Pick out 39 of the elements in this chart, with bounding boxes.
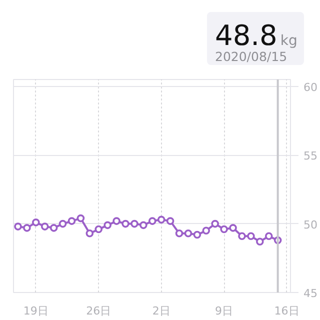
point	[202, 226, 210, 235]
point	[247, 232, 255, 240]
y-tick-label: 45	[304, 287, 318, 300]
point	[58, 220, 67, 228]
point	[76, 214, 85, 222]
point	[104, 221, 112, 230]
point	[256, 238, 264, 246]
point	[112, 217, 120, 225]
point	[14, 222, 22, 230]
y-tick-label: 50	[304, 218, 318, 232]
point	[264, 232, 273, 240]
point	[229, 224, 237, 232]
point	[211, 220, 219, 228]
y-tick-label: 55	[304, 150, 318, 163]
x-tick-label: 2日	[152, 304, 170, 318]
point	[184, 230, 192, 238]
point	[50, 224, 58, 232]
point	[86, 230, 94, 238]
point	[140, 221, 148, 230]
point	[175, 230, 184, 238]
point	[238, 232, 246, 240]
text: kg	[280, 33, 298, 49]
point	[40, 222, 49, 230]
point	[193, 230, 202, 239]
x-tick-label: 9日	[215, 304, 234, 318]
point	[130, 220, 138, 228]
x-tick-label: 19日	[23, 304, 48, 318]
point	[23, 224, 31, 232]
point	[32, 218, 40, 226]
point	[166, 217, 174, 225]
x-tick-label: 26日	[86, 304, 112, 318]
point	[148, 217, 156, 225]
point	[68, 217, 76, 225]
point	[94, 225, 103, 234]
y-tick-label: 60	[304, 80, 318, 94]
point	[122, 220, 130, 228]
x-tick-label: 16日	[274, 304, 300, 318]
point	[220, 225, 228, 234]
point	[157, 216, 166, 224]
